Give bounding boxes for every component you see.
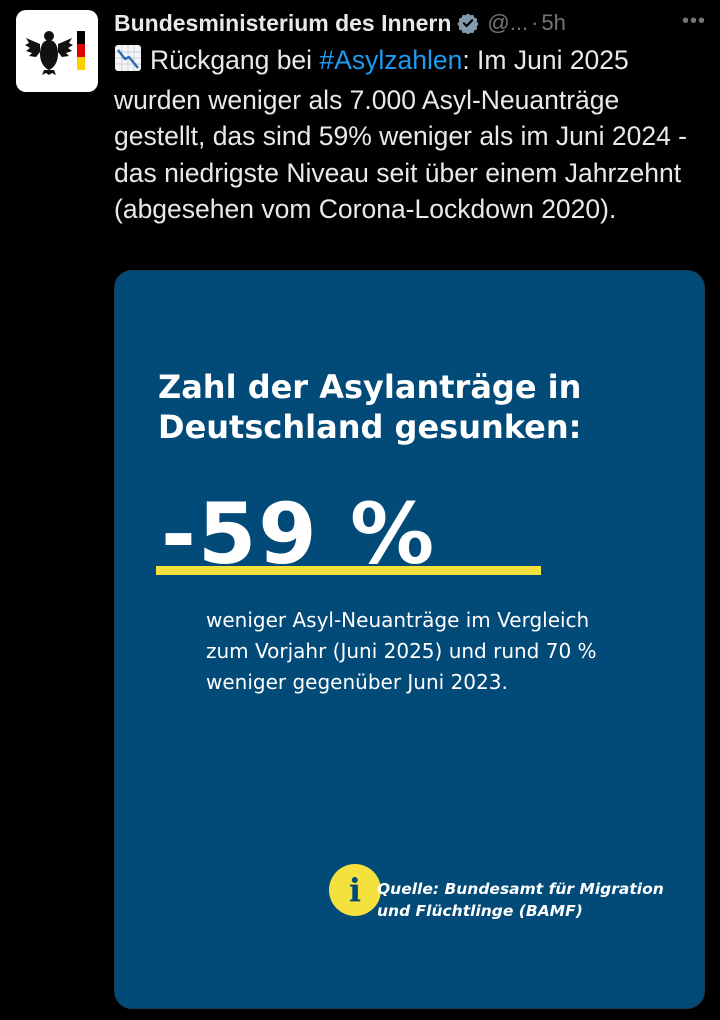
display-name[interactable]: Bundesministerium des Innern	[114, 9, 452, 36]
card-heading: Zahl der Asylanträge in Deutschland gesu…	[158, 368, 582, 446]
tweet-text: Rückgang bei #Asylzahlen: Im Juni 2025 w…	[114, 42, 704, 228]
avatar[interactable]	[16, 10, 98, 92]
separator-dot: ·	[531, 10, 539, 35]
tweet-text-part: Rückgang bei	[150, 45, 320, 75]
source-note: Quelle: Bundesamt für Migration und Flüc…	[377, 880, 664, 920]
timestamp[interactable]: 5h	[541, 10, 566, 35]
federal-eagle-icon	[25, 31, 85, 75]
hashtag-link[interactable]: #Asylzahlen	[319, 45, 463, 75]
yellow-underline	[156, 566, 541, 575]
info-icon: i	[329, 864, 381, 916]
media-image-card[interactable]: Zahl der Asylanträge in Deutschland gesu…	[114, 270, 705, 1009]
card-description: weniger Asyl-Neuanträge im Vergleich zum…	[206, 608, 597, 694]
handle[interactable]: @...	[487, 10, 529, 35]
more-options-icon[interactable]: •••	[681, 10, 706, 32]
verified-badge-icon	[457, 12, 480, 34]
tweet-header: Bundesministerium des Innern @... · 5h •…	[114, 6, 706, 40]
tweet-text-part: : Im Juni 2025 wurden weniger als 7.000 …	[114, 45, 687, 224]
chart-decreasing-icon	[114, 44, 142, 82]
